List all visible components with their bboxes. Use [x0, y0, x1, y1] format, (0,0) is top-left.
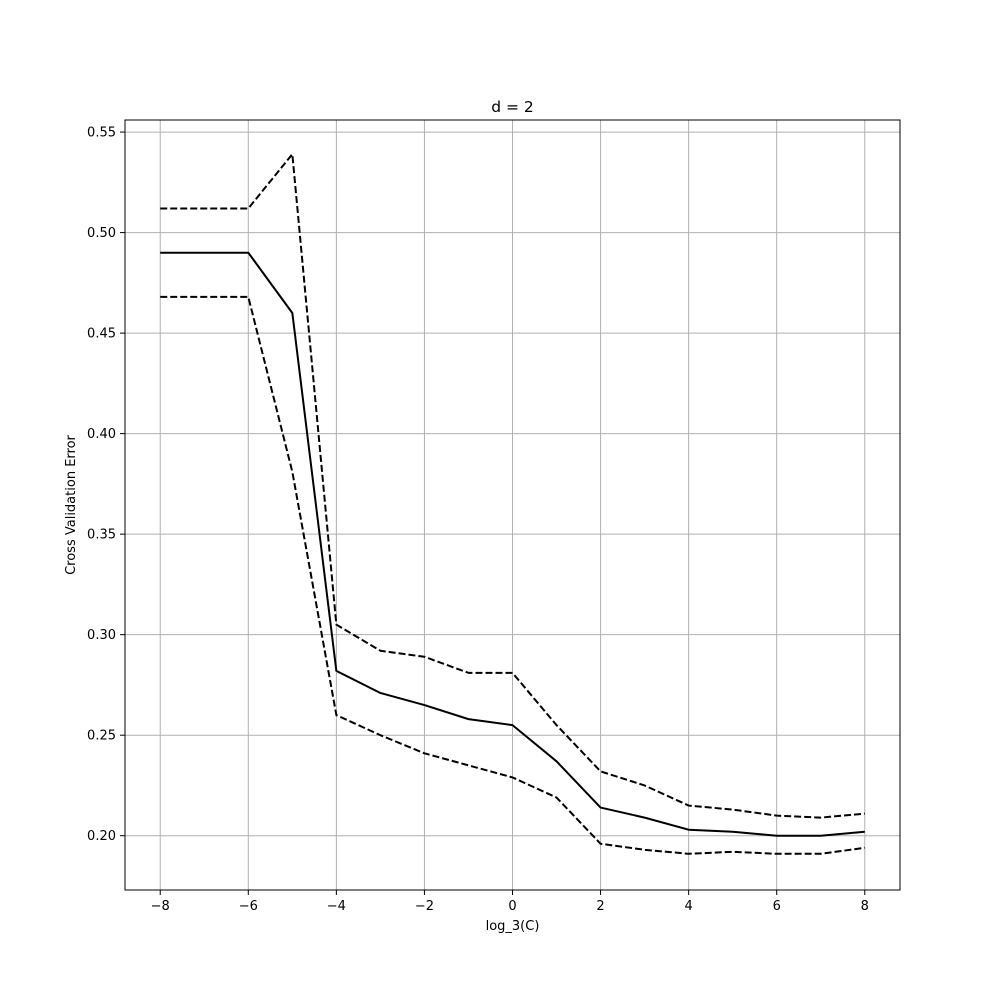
- x-tick-label: 8: [861, 899, 869, 914]
- y-tick-label: 0.40: [87, 427, 116, 442]
- grid: [125, 120, 900, 890]
- x-tick-label: 6: [773, 899, 781, 914]
- mean-error-line: [160, 251, 865, 837]
- x-tick-label: −2: [415, 899, 434, 914]
- x-tick-label: −4: [327, 899, 346, 914]
- x-tick-label: 4: [684, 899, 692, 914]
- x-tick-label: −8: [151, 899, 170, 914]
- y-tick-label: 0.45: [87, 327, 116, 342]
- y-tick-label: 0.50: [87, 226, 116, 241]
- x-tick-label: 0: [508, 899, 516, 914]
- ticks: −8 −6 −4 −2 0 2 4 6 8 0.20 0.25 0.30 0.35 0.40 0.45 0.5…: [87, 126, 869, 914]
- x-tick-label: −6: [239, 899, 258, 914]
- y-tick-label: 0.20: [87, 829, 116, 844]
- series-lines: [160, 153, 865, 855]
- y-axis-label: Cross Validation Error: [64, 434, 79, 574]
- y-tick-label: 0.25: [87, 729, 116, 744]
- x-axis-label: log_3(C): [486, 919, 540, 934]
- chart-title: d = 2: [491, 98, 534, 116]
- x-tick-label: 2: [596, 899, 604, 914]
- y-tick-label: 0.35: [87, 528, 116, 543]
- lower-bound-line: [160, 295, 865, 855]
- upper-bound-line: [160, 153, 865, 819]
- y-tick-label: 0.30: [87, 628, 116, 643]
- y-tick-label: 0.55: [87, 126, 116, 141]
